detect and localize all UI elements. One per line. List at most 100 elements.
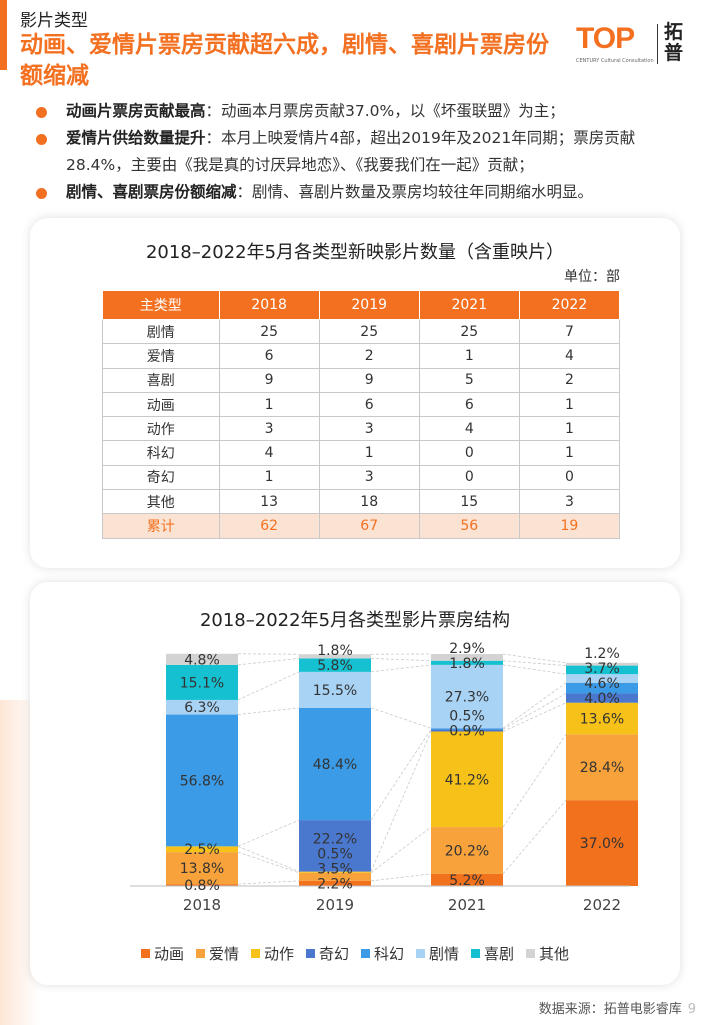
count-cell: 3 [318, 416, 420, 442]
chart-title: 2018–2022年5月各类型影片票房结构 [199, 610, 511, 631]
column-header: 2019 [318, 290, 420, 320]
page-headline: 动画、爱情片票房贡献超六成，剧情、喜剧片票房份额缩减 [20, 32, 549, 89]
data-label: 15.1% [180, 675, 224, 691]
bar-segment [566, 682, 638, 694]
top-logo: TOP CENTURY Cultural Consultation 拓普 [576, 22, 694, 70]
count-cell: 13 [218, 489, 320, 515]
data-label: 0.5% [317, 846, 353, 862]
table-row: 奇幻 1 3 0 0 [102, 464, 621, 491]
bar-segment [299, 671, 371, 708]
count-cell: 6 [318, 391, 420, 418]
source-text: 数据来源：拓普电影睿库 [538, 1002, 682, 1017]
column-header: 2021 [418, 290, 520, 320]
x-tick-label: 2021 [448, 896, 486, 914]
count-cell: 9 [318, 367, 420, 393]
connector-line [237, 880, 300, 885]
bullet-text: ：动画本月票房贡献37.0%，以《坏蛋联盟》为主； [205, 102, 565, 120]
bar-segment [566, 693, 638, 703]
count-cell: 25 [218, 318, 320, 345]
table-row: 动作 3 3 4 1 [102, 416, 621, 442]
count-cell: 25 [418, 318, 520, 345]
logo-chinese-name: 拓普 [664, 21, 684, 64]
data-label: 0.9% [449, 723, 485, 739]
key-points: 动画片票房贡献最高：动画本月票房贡献37.0%，以《坏蛋联盟》为主； 爱情片供给… [36, 98, 696, 206]
data-label: 3.5% [317, 861, 353, 877]
data-label: 2.5% [184, 842, 220, 858]
genre-cell: 累计 [102, 513, 220, 539]
legend-item: 动作 [250, 943, 294, 964]
bullet-text: ：剧情、喜剧片数量及票房均较往年同期缩水明显。 [236, 183, 594, 201]
connector-line [370, 664, 432, 673]
data-label: 20.2% [445, 844, 489, 860]
count-cell: 7 [518, 318, 621, 345]
legend-item: 其他 [526, 943, 569, 964]
connector-line [502, 660, 567, 666]
bar-segment [299, 654, 371, 659]
table-header-row: 主类型 2018 2019 2021 2022 [102, 290, 621, 320]
data-label: 3.7% [584, 661, 620, 677]
count-cell: 2 [518, 367, 621, 393]
bar-segment [431, 729, 503, 732]
data-label: 22.2% [313, 831, 357, 847]
bullet-label: 剧情、喜剧票房份额缩减 [66, 183, 237, 201]
connector-line [502, 682, 567, 729]
bar-segment [299, 820, 371, 872]
connector-line [237, 658, 300, 666]
bar-segment [566, 665, 638, 675]
data-label: 2.9% [449, 641, 485, 657]
logo-mark: TOP [576, 22, 635, 55]
legend-item: 剧情 [416, 943, 459, 964]
legend-label: 奇幻 [318, 945, 349, 963]
count-cell: 6 [218, 343, 320, 369]
bar-segment [566, 734, 638, 801]
count-cell: 15 [418, 489, 520, 515]
data-label: 5.2% [449, 873, 485, 889]
logo-divider [657, 24, 658, 64]
count-cell: 2 [318, 343, 420, 369]
box-office-stacked-bar-chart: 2018 2019 2021 2022 0.8%13.8% 2.5% 56.8% 6.3% 15… [130, 641, 638, 914]
legend-item: 喜剧 [471, 943, 514, 964]
connector-line [502, 664, 567, 675]
connector-line [370, 826, 432, 874]
genre-cell: 喜剧 [102, 367, 220, 393]
x-tick-label: 2019 [316, 896, 354, 914]
bar-segment [166, 664, 238, 700]
count-cell: 1 [518, 391, 621, 418]
count-cell: 56 [418, 513, 520, 539]
data-label: 1.8% [317, 643, 353, 659]
bar-segment [299, 880, 371, 886]
connector-line [502, 693, 567, 730]
count-cell: 4 [218, 440, 320, 466]
bar-segment [431, 873, 503, 886]
count-cell: 3 [318, 464, 420, 491]
bullet-label: 爱情片供给数量提升 [66, 129, 206, 147]
connector-line [237, 845, 300, 872]
legend-swatch [250, 949, 260, 958]
genre-cell: 其他 [102, 489, 220, 515]
connector-line [502, 653, 567, 664]
data-label: 5.8% [317, 658, 353, 674]
column-header: 2022 [518, 290, 621, 320]
count-cell: 6 [418, 391, 520, 418]
table-title: 2018–2022年5月各类型新映影片数量（含重映片） [145, 242, 565, 263]
bar-segment [166, 714, 238, 847]
connector-line [502, 734, 567, 828]
legend-label: 动画 [153, 945, 184, 963]
legend-swatch [526, 949, 536, 958]
connector-line [237, 819, 300, 847]
data-label: 4.0% [584, 691, 620, 707]
legend-swatch [140, 949, 150, 958]
count-cell: 9 [218, 367, 320, 393]
count-cell: 0 [418, 464, 520, 491]
bar-segment [566, 800, 638, 886]
count-cell: 3 [218, 416, 320, 442]
data-label: 0.5% [449, 708, 485, 724]
bar-segment [566, 674, 638, 683]
count-cell: 18 [318, 489, 420, 515]
genre-cell: 动画 [102, 391, 220, 418]
table-row: 爱情 6 2 1 4 [102, 343, 621, 369]
count-cell: 1 [518, 440, 621, 466]
legend-swatch [471, 949, 481, 958]
legend-swatch [305, 949, 315, 958]
data-label: 0.8% [184, 878, 220, 894]
